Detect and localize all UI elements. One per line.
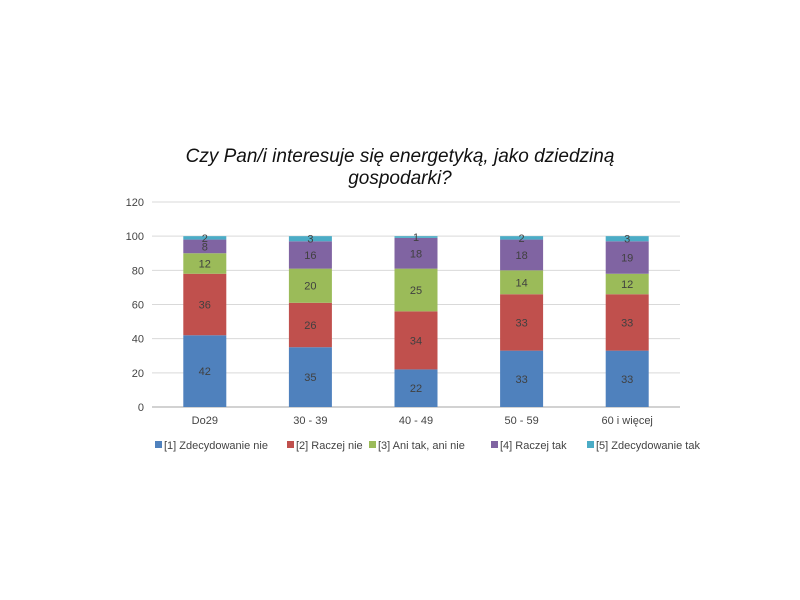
bar-segment — [605, 241, 649, 274]
bar-segment — [183, 236, 227, 240]
bar-segment — [394, 268, 438, 312]
data-label: 16 — [304, 250, 316, 262]
legend-swatch — [491, 441, 498, 448]
x-tick-label: 60 i więcej — [602, 415, 653, 427]
legend-label: [2] Raczej nie — [296, 440, 363, 452]
data-label: 20 — [304, 281, 316, 293]
data-label: 8 — [202, 241, 208, 253]
y-tick-label: 20 — [132, 368, 144, 380]
legend-swatch — [155, 441, 162, 448]
bar-segment — [288, 268, 332, 303]
data-label: 42 — [199, 366, 211, 378]
y-tick-label: 0 — [138, 402, 144, 414]
bar-segment — [500, 239, 544, 271]
bar-segment — [605, 236, 649, 242]
bar-segment — [500, 270, 544, 295]
data-label: 2 — [519, 233, 525, 245]
data-label: 18 — [410, 248, 422, 260]
data-label: 33 — [515, 374, 527, 386]
bar-segment — [288, 241, 332, 269]
x-tick-label: 40 - 49 — [399, 415, 433, 427]
y-tick-label: 60 — [132, 300, 144, 312]
legend-swatch — [287, 441, 294, 448]
y-tick-label: 80 — [132, 265, 144, 277]
bar-segment — [500, 294, 544, 351]
bar-segment — [183, 253, 227, 274]
bar-segment — [605, 350, 649, 407]
data-label: 22 — [410, 383, 422, 395]
data-label: 3 — [624, 234, 630, 246]
data-label: 3 — [307, 234, 313, 246]
chart-title: Czy Pan/i interesuje się energetyką, jak… — [185, 146, 615, 189]
x-tick-label: 50 - 59 — [504, 415, 538, 427]
bar-segment — [394, 237, 438, 269]
bar-segment — [183, 335, 227, 407]
legend-label: [1] Zdecydowanie nie — [164, 440, 268, 452]
x-tick-label: 30 - 39 — [293, 415, 327, 427]
bar-segment — [500, 350, 544, 407]
bar-segment — [394, 236, 438, 238]
data-label: 33 — [515, 317, 527, 329]
data-label: 19 — [621, 253, 633, 265]
legend-label: [3] Ani tak, ani nie — [378, 440, 465, 452]
data-label: 33 — [621, 374, 633, 386]
data-label: 33 — [621, 317, 633, 329]
data-label: 35 — [304, 372, 316, 384]
x-tick-label: Do29 — [192, 415, 218, 427]
bar-segment — [394, 311, 438, 370]
data-label: 12 — [199, 259, 211, 271]
bar-segment — [394, 369, 438, 407]
data-label: 2 — [202, 233, 208, 245]
data-label: 26 — [304, 320, 316, 332]
legend-swatch — [369, 441, 376, 448]
bar-segment — [183, 239, 227, 254]
legend-swatch — [587, 441, 594, 448]
data-label: 1 — [413, 232, 419, 244]
y-tick-label: 120 — [126, 197, 144, 209]
data-label: 12 — [621, 279, 633, 291]
bar-segment — [183, 273, 227, 336]
legend-label: [4] Raczej tak — [500, 440, 567, 452]
y-tick-label: 100 — [126, 231, 144, 243]
y-tick-label: 40 — [132, 334, 144, 346]
data-label: 25 — [410, 285, 422, 297]
bar-segment — [605, 273, 649, 295]
data-label: 18 — [515, 250, 527, 262]
data-label: 36 — [199, 300, 211, 312]
data-label: 34 — [410, 335, 422, 347]
bar-segment — [288, 302, 332, 348]
bar-segment — [288, 347, 332, 407]
bar-segment — [288, 236, 332, 242]
data-label: 14 — [515, 277, 527, 289]
legend-label: [5] Zdecydowanie tak — [596, 440, 700, 452]
bar-segment — [605, 294, 649, 351]
bar-segment — [500, 236, 544, 240]
